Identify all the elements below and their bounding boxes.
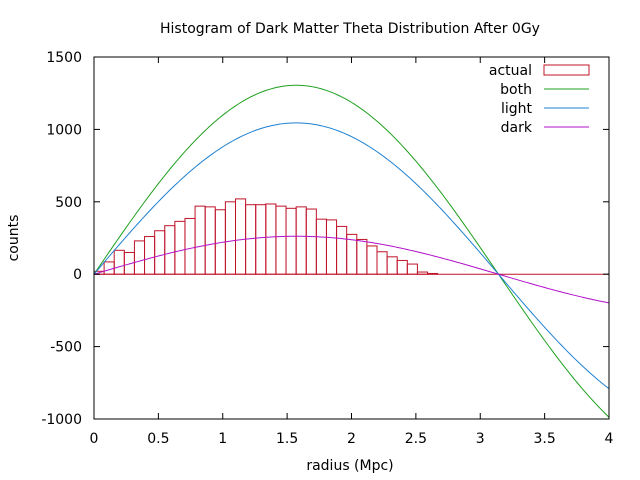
histogram-bar <box>204 206 216 275</box>
histogram-bar <box>315 218 327 275</box>
histogram-bar <box>275 205 287 275</box>
y-axis-label: counts <box>6 215 22 262</box>
histogram-bar <box>305 208 317 275</box>
histogram-bar <box>356 238 368 275</box>
histogram-bars <box>93 198 439 275</box>
histogram-bar <box>336 225 348 275</box>
legend-label-dark: dark <box>501 120 533 136</box>
histogram-bar <box>325 219 338 275</box>
histogram-bar <box>184 217 196 275</box>
histogram-bar <box>113 249 125 275</box>
histogram-bar <box>154 230 166 275</box>
histogram-bar <box>133 240 146 275</box>
curves <box>93 84 610 418</box>
histogram-bar <box>174 220 186 275</box>
legend: actual both light dark <box>489 63 590 136</box>
y-tick-label: 500 <box>55 195 82 211</box>
y-tick-label: 0 <box>73 267 82 283</box>
x-tick-label: 4 <box>605 431 614 447</box>
legend-label-light: light <box>501 101 533 117</box>
histogram-bar <box>396 259 408 275</box>
x-tick-label: 0 <box>90 431 99 447</box>
histogram-bar <box>406 263 418 275</box>
histogram-bar <box>285 207 297 275</box>
x-tick-label: 2 <box>347 431 356 447</box>
y-tick-label: 1500 <box>46 50 82 66</box>
x-tick-label: 1.5 <box>276 431 298 447</box>
x-tick-label: 0.5 <box>147 431 169 447</box>
histogram-bar <box>164 225 176 275</box>
histogram-bar <box>366 245 378 275</box>
legend-label-actual: actual <box>489 63 532 79</box>
histogram-bar <box>265 203 277 275</box>
x-axis-label: radius (Mpc) <box>306 458 393 474</box>
histogram-bar <box>234 198 247 275</box>
curve-dark <box>93 235 610 304</box>
curve-both <box>93 84 610 418</box>
y-tick-label: -500 <box>50 340 82 356</box>
x-tick-label: 2.5 <box>405 431 427 447</box>
histogram-bar <box>386 256 398 275</box>
x-tick-label: 1 <box>218 431 227 447</box>
x-tick-label: 3.5 <box>533 431 555 447</box>
histogram-bar <box>376 251 388 275</box>
histogram-bar <box>224 201 236 275</box>
histogram-bar <box>144 236 156 275</box>
histogram-bar <box>103 261 115 275</box>
chart-title: Histogram of Dark Matter Theta Distribut… <box>160 21 540 37</box>
histogram-bar <box>255 204 267 275</box>
curve-light <box>93 122 610 390</box>
legend-label-both: both <box>500 82 532 98</box>
x-tick-label: 3 <box>476 431 485 447</box>
legend-swatch-actual <box>543 64 590 76</box>
y-tick-label: -1000 <box>41 412 82 428</box>
histogram-bar <box>194 205 206 275</box>
y-tick-label: 1000 <box>46 122 82 138</box>
histogram-bar <box>295 206 307 275</box>
axis-ticks: 0 0.5 1 1.5 2 2.5 3 3.5 4 1500 1000 500 0 -500 -1000 <box>41 50 613 447</box>
